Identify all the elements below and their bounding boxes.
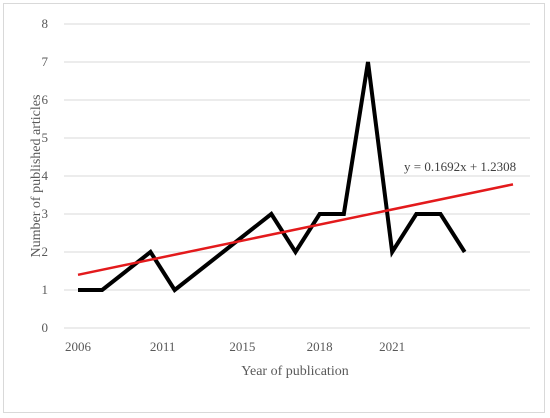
- trendline-group: [77, 183, 514, 277]
- trendline-equation: y = 0.1692x + 1.2308: [404, 159, 516, 174]
- grid-lines: [64, 23, 530, 329]
- y-tick-5: 5: [42, 130, 49, 145]
- y-tick-8: 8: [42, 16, 49, 31]
- x-tick-2011: 2011: [150, 339, 176, 354]
- chart-frame: [3, 3, 545, 413]
- x-tick-2021: 2021: [379, 339, 405, 354]
- x-tick-2018: 2018: [307, 339, 333, 354]
- y-tick-3: 3: [42, 206, 49, 221]
- y-tick-7: 7: [42, 54, 49, 69]
- x-tick-2015: 2015: [229, 339, 255, 354]
- x-tick-labels: 2006 2011 2015 2018 2021: [65, 339, 405, 354]
- y-tick-6: 6: [42, 92, 49, 107]
- y-axis-title: Number of published articles: [29, 95, 44, 258]
- trendline: [77, 183, 514, 277]
- x-axis-title: Year of publication: [241, 364, 348, 379]
- y-tick-4: 4: [42, 168, 49, 183]
- y-tick-0: 0: [42, 320, 49, 335]
- y-tick-2: 2: [42, 244, 49, 259]
- x-tick-2006: 2006: [65, 339, 92, 354]
- y-tick-1: 1: [42, 282, 49, 297]
- y-tick-labels: 0 1 2 3 4 5 6 7 8: [42, 16, 49, 335]
